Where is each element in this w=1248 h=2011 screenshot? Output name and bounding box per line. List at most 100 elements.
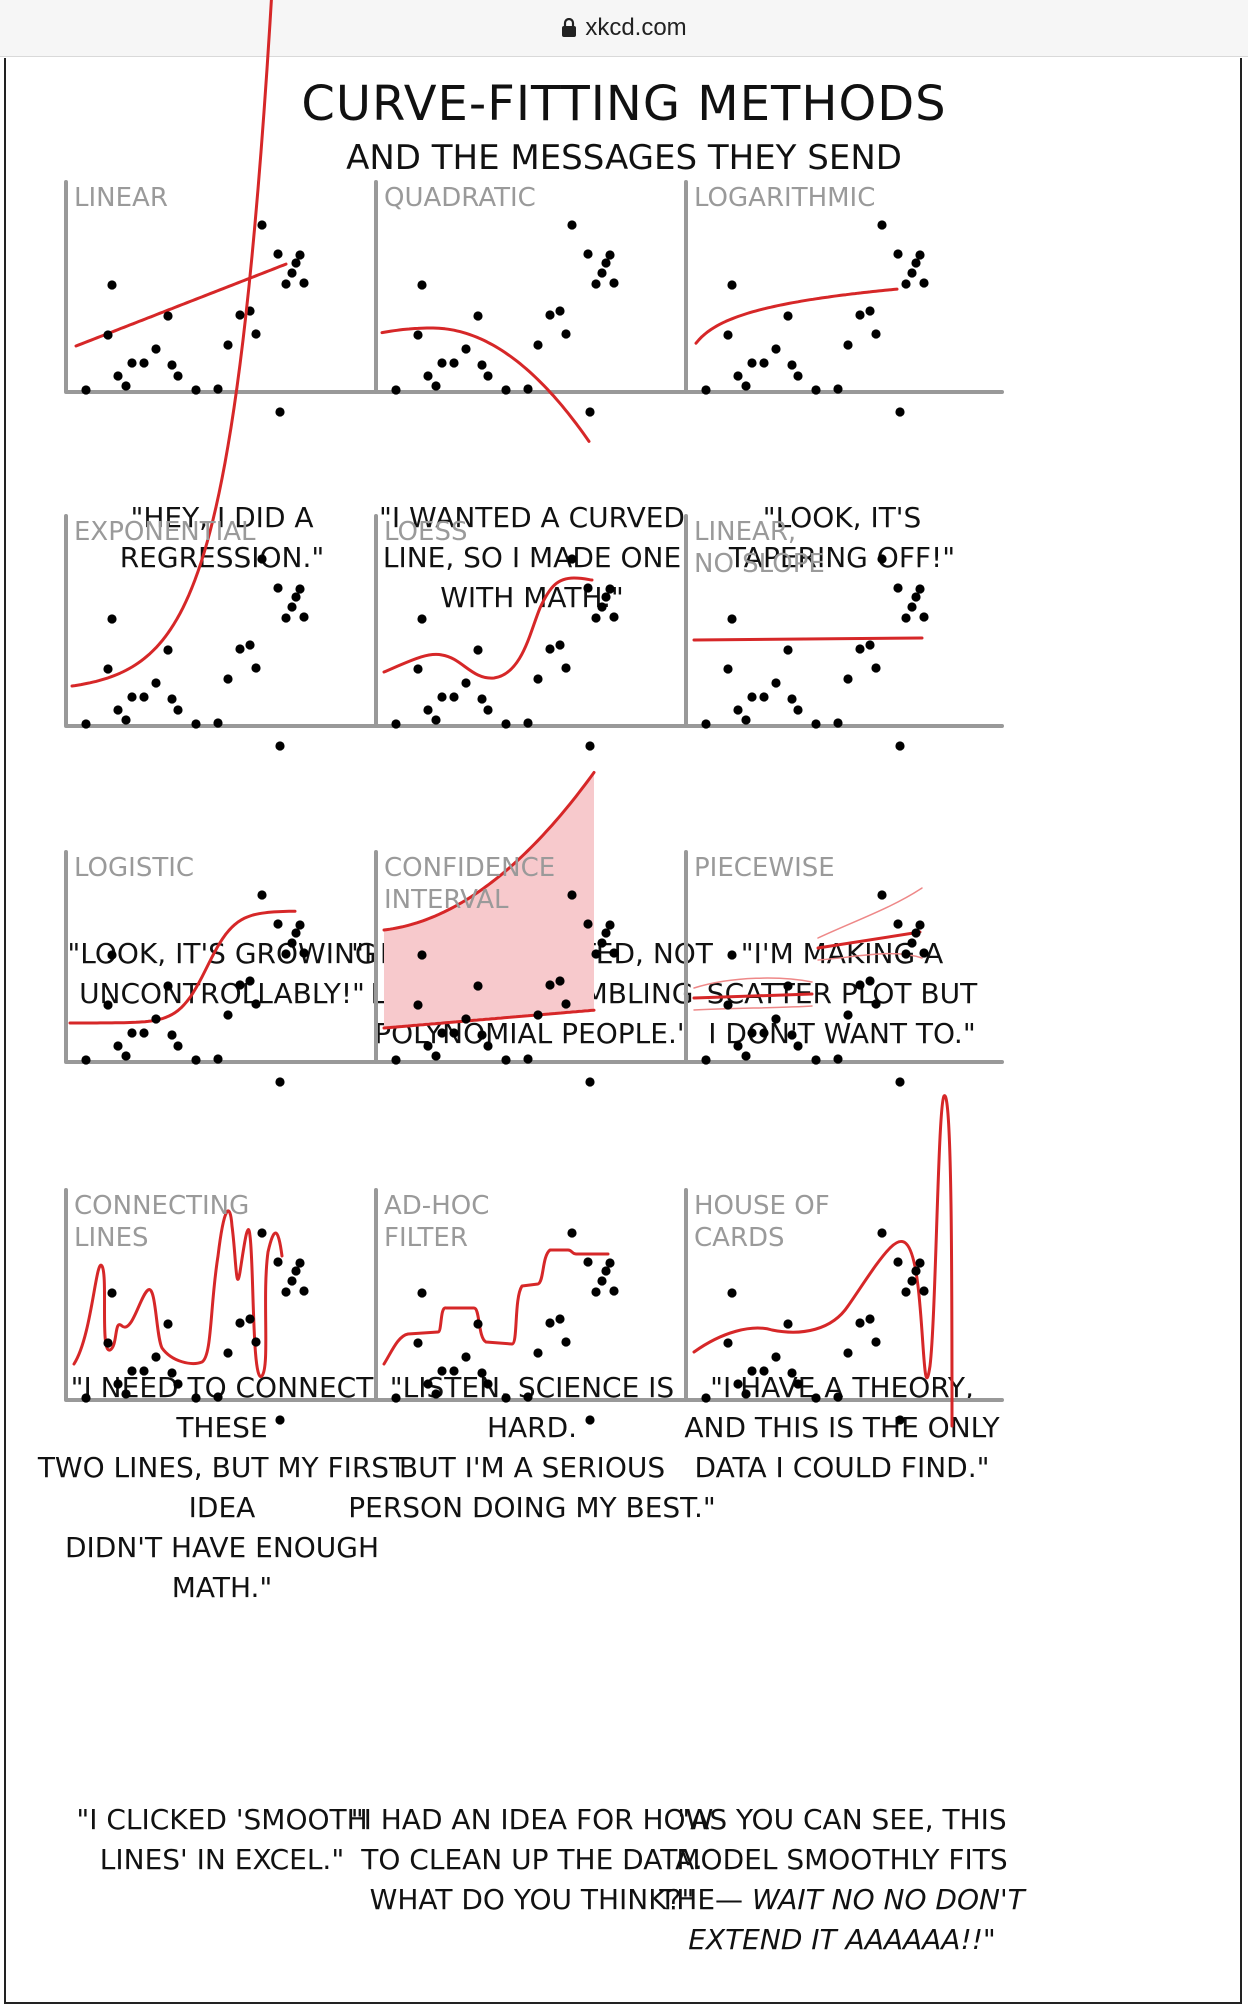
data-point <box>901 613 911 623</box>
data-point <box>287 602 297 612</box>
data-point <box>591 279 601 289</box>
data-point <box>501 1393 511 1403</box>
data-point <box>919 278 929 288</box>
data-point <box>273 583 283 593</box>
data-point <box>747 692 757 702</box>
data-point <box>811 719 821 729</box>
panel-caption: "I HAD AN IDEA FOR HOW TO CLEAN UP THE D… <box>350 1803 714 1916</box>
data-point <box>121 1051 131 1061</box>
data-point <box>747 358 757 368</box>
data-point <box>501 1055 511 1065</box>
data-point <box>843 1348 853 1358</box>
data-point <box>291 1266 301 1276</box>
data-point <box>413 1338 423 1348</box>
data-point <box>545 980 555 990</box>
data-point <box>167 1030 177 1040</box>
data-point <box>843 674 853 684</box>
data-point <box>295 920 305 930</box>
plot-axes <box>64 850 384 1064</box>
url-display[interactable]: xkcd.com <box>561 14 687 42</box>
scatter-plot <box>374 514 694 751</box>
data-point <box>771 678 781 688</box>
data-point <box>811 1055 821 1065</box>
scatter-plot <box>64 1188 384 1425</box>
data-point <box>723 1338 733 1348</box>
data-point <box>223 674 233 684</box>
data-point <box>759 1028 769 1038</box>
data-point <box>585 741 595 751</box>
data-point <box>555 640 565 650</box>
data-point <box>107 614 117 624</box>
data-point <box>833 718 843 728</box>
data-point <box>907 1276 917 1286</box>
data-point <box>759 692 769 702</box>
data-point <box>783 1319 793 1329</box>
data-point <box>877 890 887 900</box>
data-point <box>235 310 245 320</box>
data-point <box>483 371 493 381</box>
data-point <box>907 938 917 948</box>
data-point <box>871 663 881 673</box>
panel-ad-hoc-filter: AD-HOC FILTER <box>362 1186 702 1466</box>
data-point <box>245 640 255 650</box>
data-point <box>561 329 571 339</box>
data-point <box>139 358 149 368</box>
plot-axes <box>64 180 384 394</box>
panel-label: LINEAR <box>74 183 168 213</box>
data-point <box>235 980 245 990</box>
data-point <box>473 1319 483 1329</box>
data-point <box>113 1041 123 1051</box>
data-point <box>139 1366 149 1376</box>
data-point <box>877 554 887 564</box>
data-point <box>437 1366 447 1376</box>
data-point <box>759 1366 769 1376</box>
data-point <box>533 1348 543 1358</box>
data-point <box>523 1054 533 1064</box>
plot-axes <box>374 850 694 1064</box>
data-point <box>895 741 905 751</box>
data-point <box>251 999 261 1009</box>
data-point <box>915 1258 925 1268</box>
data-point <box>793 1041 803 1051</box>
data-point <box>127 358 137 368</box>
data-point <box>901 1287 911 1297</box>
data-point <box>907 602 917 612</box>
data-point <box>723 664 733 674</box>
data-point <box>741 715 751 725</box>
data-point <box>173 1379 183 1389</box>
data-point <box>533 1010 543 1020</box>
data-point <box>121 1389 131 1399</box>
panel-caption: "LOOK, IT'S TAPERING OFF!" <box>728 501 956 574</box>
plot-axes <box>684 850 1004 1064</box>
data-point <box>121 715 131 725</box>
browser-address-bar[interactable]: xkcd.com <box>0 0 1248 57</box>
data-point <box>793 705 803 715</box>
data-point <box>811 385 821 395</box>
lock-icon <box>562 18 577 37</box>
data-point <box>871 999 881 1009</box>
data-point <box>877 220 887 230</box>
data-point <box>437 692 447 702</box>
panel-caption: "HEY, I DID A REGRESSION." <box>119 501 325 574</box>
data-point <box>583 583 593 593</box>
data-point <box>163 981 173 991</box>
data-point <box>833 384 843 394</box>
data-point <box>113 705 123 715</box>
panel-exponential: EXPONENTIAL <box>52 0 392 792</box>
panel-label: AD-HOC FILTER <box>384 1191 490 1253</box>
data-point <box>919 948 929 958</box>
data-point <box>555 1314 565 1324</box>
panel-label: QUADRATIC <box>384 183 536 213</box>
data-point <box>213 1054 223 1064</box>
data-point <box>449 692 459 702</box>
data-point <box>163 1319 173 1329</box>
data-point <box>545 1318 555 1328</box>
data-point <box>431 1051 441 1061</box>
plot-axes <box>684 180 1004 394</box>
data-point <box>877 1228 887 1238</box>
data-point <box>299 948 309 958</box>
plot-axes <box>64 1188 384 1402</box>
data-point <box>609 1286 619 1296</box>
data-point <box>591 1287 601 1297</box>
data-point <box>423 1379 433 1389</box>
